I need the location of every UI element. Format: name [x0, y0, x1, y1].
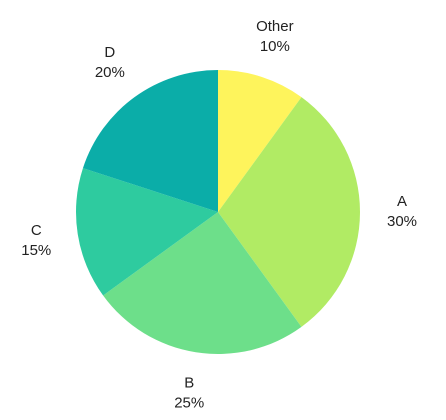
slice-label: Other	[256, 18, 294, 35]
slice-value-label: 25%	[174, 395, 204, 412]
slice-label: A	[397, 193, 407, 210]
slice-label: B	[184, 375, 194, 392]
slice-value-label: 10%	[260, 38, 290, 55]
slice-label: D	[104, 44, 115, 61]
pie-slice	[82, 70, 218, 212]
slice-value-label: 20%	[95, 64, 125, 81]
pie-slice	[75, 168, 218, 296]
slice-value-label: 30%	[387, 213, 417, 230]
slice-label: C	[31, 222, 42, 239]
pie-slice	[218, 97, 361, 327]
pie-slice	[103, 212, 302, 354]
pie-slice	[218, 70, 302, 212]
slice-value-label: 15%	[21, 242, 51, 259]
